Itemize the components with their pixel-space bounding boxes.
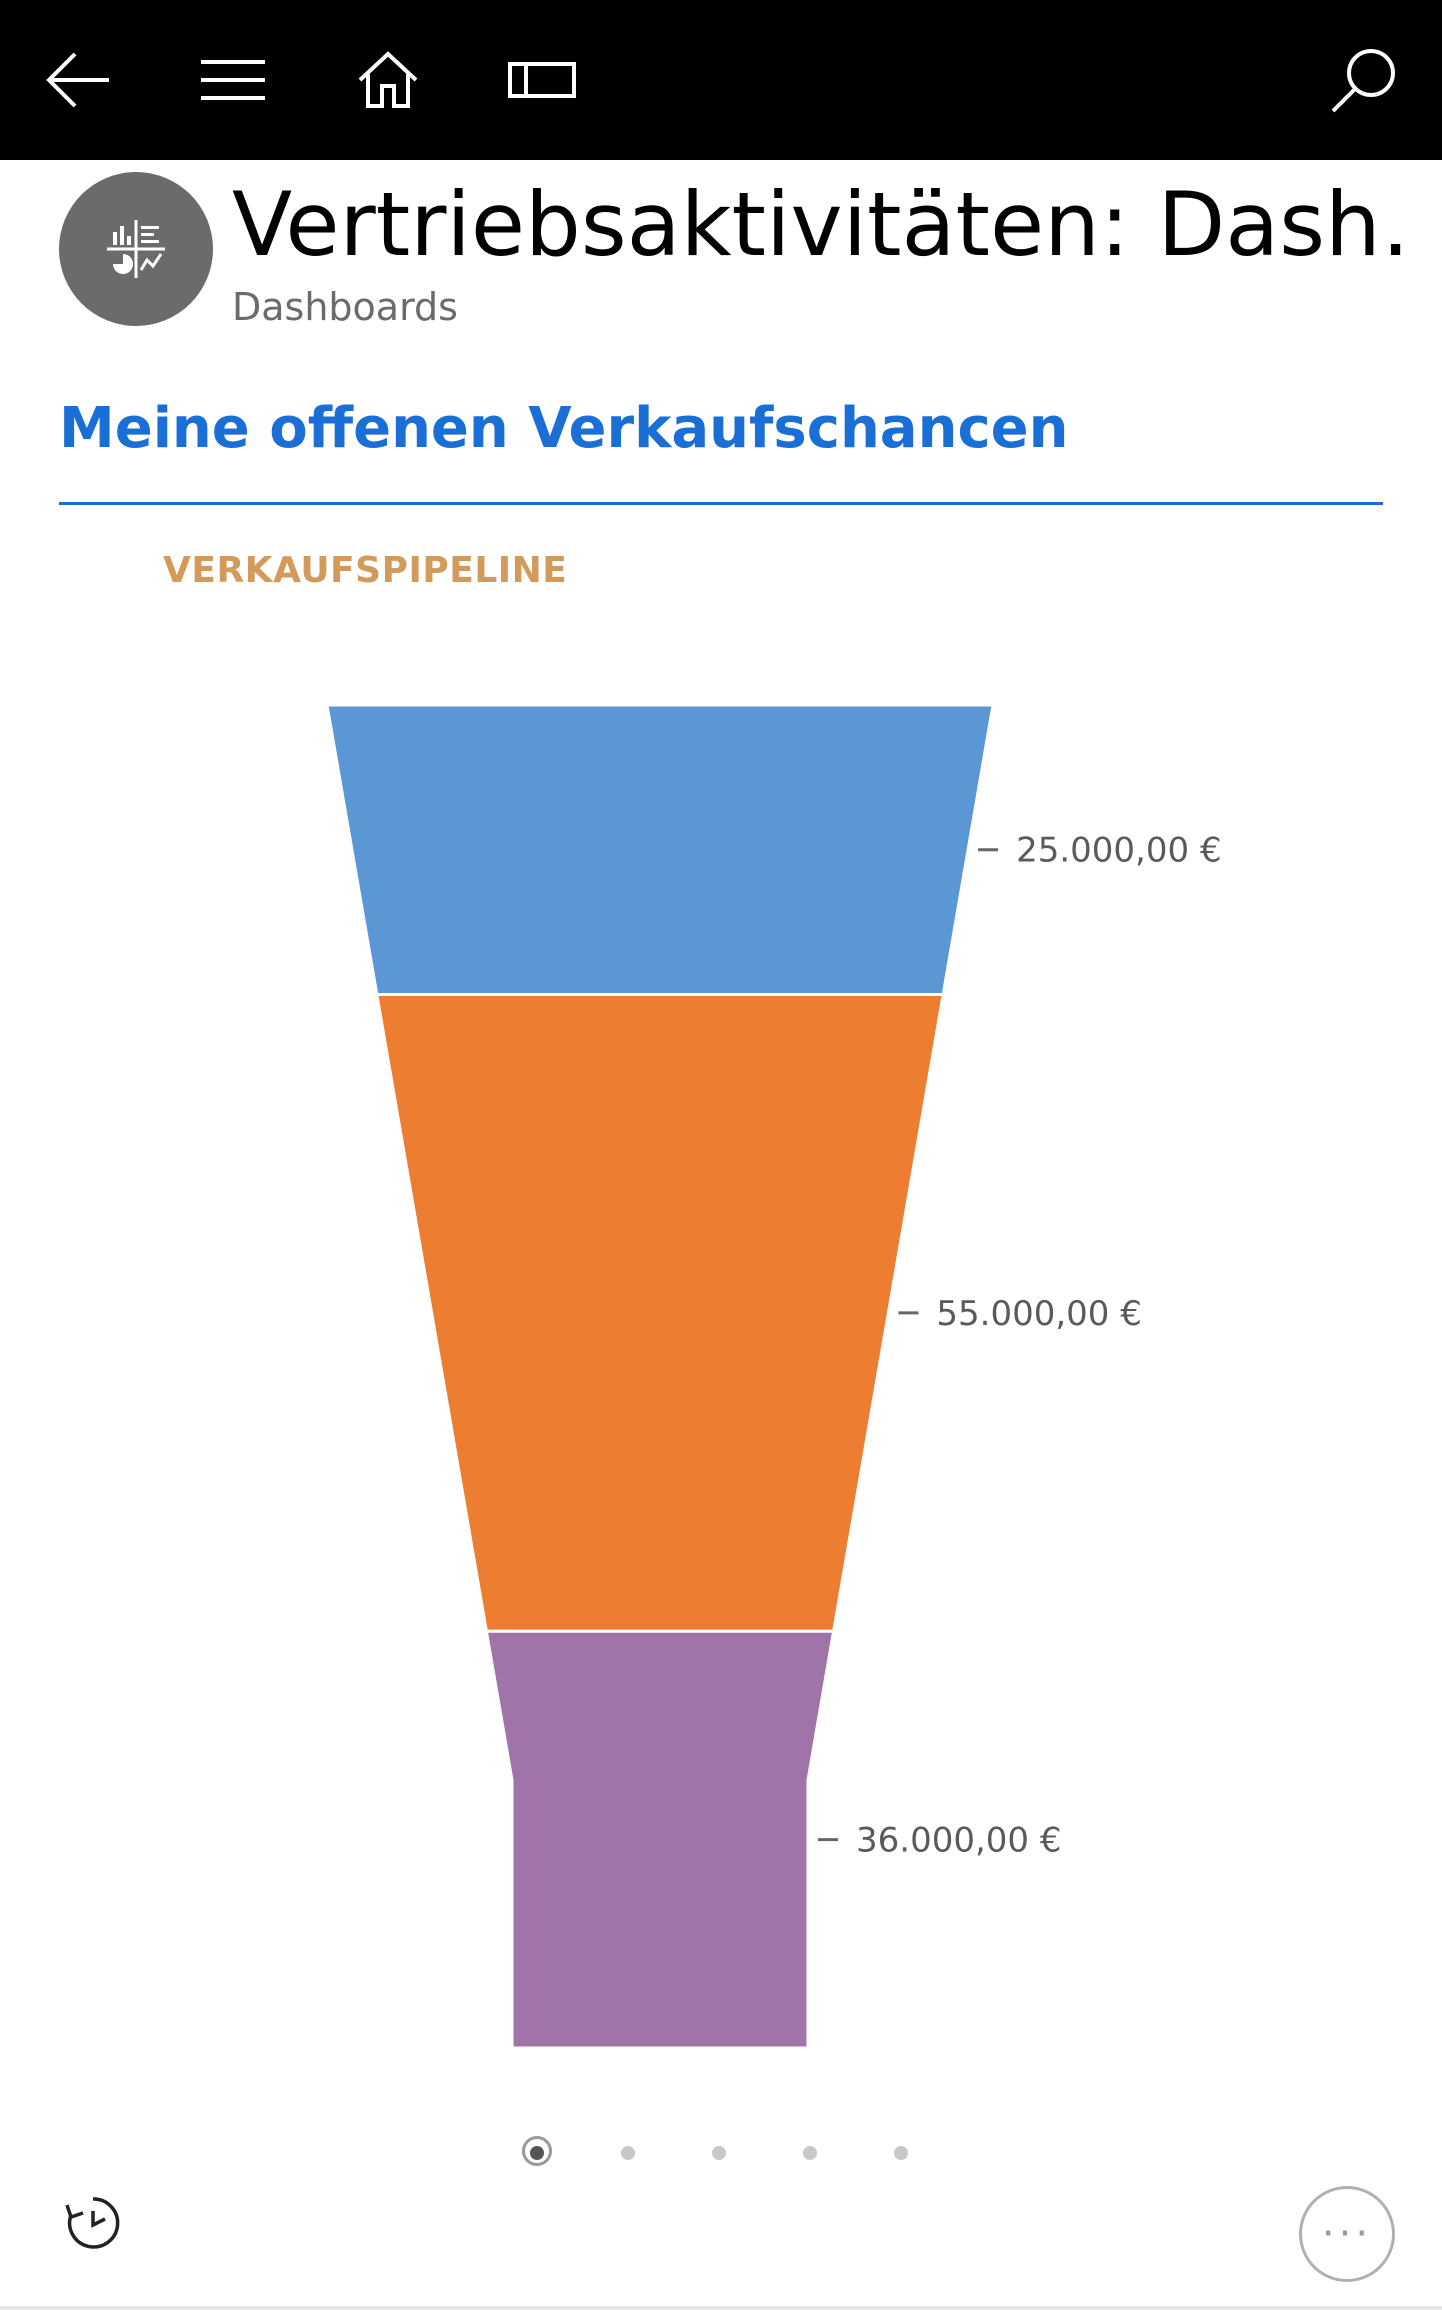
refresh-button[interactable] [58, 2188, 128, 2258]
menu-button[interactable] [183, 30, 283, 130]
avatar [59, 172, 213, 326]
funnel-data-label-2: 55.000,00 € [936, 1294, 1141, 1334]
page-dot-2[interactable] [621, 2146, 635, 2160]
search-button[interactable] [1314, 30, 1414, 130]
funnel-segment-3[interactable] [484, 1629, 836, 2050]
page-title: Vertriebsaktivitäten: Dash… [232, 173, 1412, 276]
funnel-segment-1[interactable] [325, 703, 995, 996]
page-dot-4[interactable] [803, 2146, 817, 2160]
back-button[interactable] [28, 30, 128, 130]
page-indicator [0, 2128, 1442, 2178]
more-options-button[interactable]: ··· [1299, 2186, 1395, 2282]
panel-button[interactable] [492, 30, 592, 130]
page-subtitle: Dashboards [232, 285, 458, 329]
funnel-data-label-1: 25.000,00 € [1016, 831, 1221, 871]
dashboard-icon [107, 220, 165, 278]
funnel-segment-2[interactable] [375, 992, 945, 1633]
page-dot-5[interactable] [894, 2146, 908, 2160]
section-divider [59, 502, 1383, 505]
home-button[interactable] [338, 30, 438, 130]
top-navigation-bar [0, 0, 1442, 160]
home-icon [358, 51, 418, 108]
hamburger-menu-icon [201, 60, 265, 100]
page-header: Vertriebsaktivitäten: Dash… Dashboards [0, 160, 1442, 340]
refresh-clock-icon [65, 2197, 120, 2249]
page-dot-3[interactable] [712, 2146, 726, 2160]
funnel-data-label-3: 36.000,00 € [856, 1821, 1061, 1861]
section-title[interactable]: Meine offenen Verkaufschancen [59, 396, 1069, 461]
back-arrow-icon [46, 52, 109, 108]
panel-icon [508, 62, 576, 98]
page-dot-1[interactable] [530, 2146, 544, 2160]
search-icon [1331, 49, 1395, 113]
page-dot-active-ring [522, 2136, 552, 2166]
chart-title: VERKAUFSPIPELINE [163, 550, 568, 591]
bottom-border [0, 2306, 1442, 2310]
